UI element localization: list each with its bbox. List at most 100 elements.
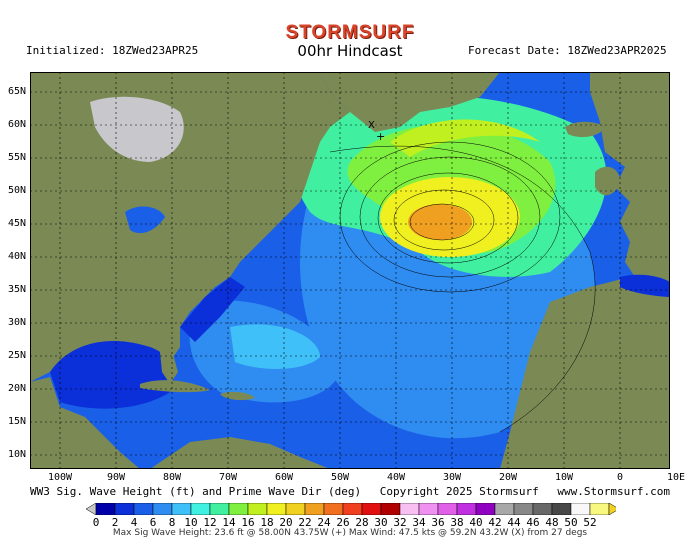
land-europe: [590, 72, 670, 302]
lon-label: 0: [616, 472, 624, 483]
lat-label: 50N: [8, 185, 27, 196]
stormsurf-logo[interactable]: STORMSURF: [285, 22, 415, 43]
scale-swatch: [285, 503, 306, 515]
scale-swatch: [380, 503, 401, 515]
lon-label: 20W: [498, 472, 518, 483]
scale-swatch: [399, 503, 420, 515]
scale-label: 46: [526, 516, 540, 529]
hudson-bay: [90, 96, 184, 162]
scale-swatch: [190, 503, 211, 515]
lat-label: 40N: [8, 251, 27, 262]
scale-swatch: [532, 503, 553, 515]
storm-band-north: [390, 119, 540, 157]
land-iceland: [565, 121, 605, 138]
scale-swatch: [114, 503, 135, 515]
lat-label: 20N: [8, 383, 27, 394]
scale-arrow-high: [608, 503, 616, 515]
lon-label: 100W: [47, 472, 73, 483]
scale-swatch: [323, 503, 344, 515]
lat-label: 25N: [8, 350, 27, 361]
scale-label: 16: [241, 516, 255, 529]
forecast-date-label: Forecast Date: 18ZWed23APR2025: [468, 44, 667, 57]
coastal-shelf-west: [180, 277, 245, 342]
scale-swatch: [361, 503, 382, 515]
scale-swatch: [228, 503, 249, 515]
scale-label: 42: [488, 516, 502, 529]
scale-label: 26: [336, 516, 350, 529]
land-cuba: [140, 380, 210, 393]
land-florida: [160, 350, 178, 384]
footer-stats: Max Sig Wave Height: 23.6 ft @ 58.00N 43…: [112, 528, 588, 538]
scale-label: 6: [149, 516, 157, 529]
scale-swatch: [209, 503, 230, 515]
land-hispaniola: [220, 391, 255, 401]
scale-label: 18: [260, 516, 274, 529]
scale-label: 44: [507, 516, 521, 529]
wave-height-colorbar: [86, 503, 616, 515]
wave-height-map[interactable]: X +: [30, 72, 670, 469]
mediterranean-sea: [620, 274, 670, 297]
scale-label: 28: [355, 516, 369, 529]
scale-label: 2: [111, 516, 119, 529]
scale-swatch: [266, 503, 287, 515]
scale-label: 36: [431, 516, 445, 529]
scale-swatch: [551, 503, 572, 515]
lon-label: 40W: [386, 472, 406, 483]
scale-swatch: [513, 503, 534, 515]
scale-swatch: [152, 503, 173, 515]
storm-peak: [408, 204, 472, 240]
scale-swatch: [342, 503, 363, 515]
lon-label: 60W: [274, 472, 294, 483]
scale-label: 32: [393, 516, 407, 529]
land-africa: [500, 277, 670, 469]
scale-label: 48: [545, 516, 559, 529]
scale-label: 34: [412, 516, 426, 529]
lon-label: 90W: [106, 472, 126, 483]
scale-label: 14: [222, 516, 236, 529]
scale-label: 40: [469, 516, 483, 529]
lat-label: 65N: [8, 86, 27, 97]
lon-label: 10W: [554, 472, 574, 483]
lat-label: 60N: [8, 119, 27, 130]
scale-swatch: [95, 503, 116, 515]
scale-label: 24: [317, 516, 331, 529]
scale-label: 0: [92, 516, 100, 529]
lat-label: 35N: [8, 284, 27, 295]
swell-region-subtropic: [230, 324, 320, 369]
scale-label: 10: [184, 516, 198, 529]
scale-swatch: [247, 503, 268, 515]
scale-label: 52: [583, 516, 597, 529]
scale-swatch: [418, 503, 439, 515]
lon-label: 10E: [666, 472, 686, 483]
lon-label: 80W: [162, 472, 182, 483]
land-south-america: [150, 437, 330, 469]
land-british-isles: [595, 166, 620, 196]
scale-swatch: [133, 503, 154, 515]
gulf-of-mexico: [50, 340, 174, 409]
lon-label: 70W: [218, 472, 238, 483]
lat-label: 15N: [8, 416, 27, 427]
scale-swatch: [570, 503, 591, 515]
land-central-america: [30, 377, 140, 469]
max-wave-marker: +: [376, 130, 385, 143]
scale-label: 8: [168, 516, 176, 529]
lat-label: 45N: [8, 218, 27, 229]
land-greenland: [320, 72, 500, 132]
max-wind-marker: X: [368, 120, 375, 131]
graticule: [30, 72, 670, 469]
credit-copyright: Copyright 2025 Stormsurf: [379, 485, 539, 498]
lat-label: 55N: [8, 152, 27, 163]
scale-label: 22: [298, 516, 312, 529]
scale-swatch: [494, 503, 515, 515]
scale-swatch: [589, 503, 610, 515]
credit-left: WW3 Sig. Wave Height (ft) and Prime Wave…: [30, 485, 362, 498]
scale-swatch: [304, 503, 325, 515]
scale-label: 50: [564, 516, 578, 529]
land-north-america: [30, 72, 350, 382]
scale-swatch: [456, 503, 477, 515]
page-title: 00hr Hindcast: [297, 42, 403, 60]
scale-label: 38: [450, 516, 464, 529]
scale-label: 4: [130, 516, 138, 529]
credit-url[interactable]: www.Stormsurf.com: [557, 485, 670, 498]
scale-swatch: [475, 503, 496, 515]
